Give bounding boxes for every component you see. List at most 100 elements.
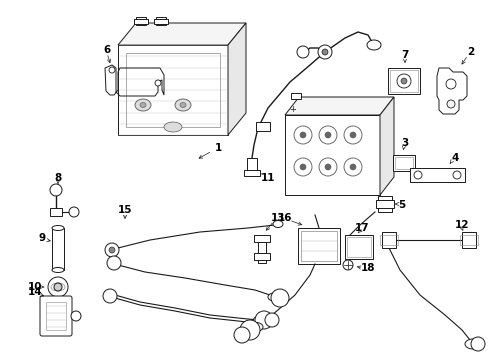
Circle shape: [343, 126, 361, 144]
Circle shape: [317, 45, 331, 59]
Circle shape: [234, 327, 249, 343]
Bar: [377, 196, 391, 212]
Circle shape: [446, 100, 454, 108]
FancyBboxPatch shape: [40, 296, 72, 336]
Circle shape: [325, 132, 330, 138]
Circle shape: [400, 78, 406, 84]
Circle shape: [413, 171, 421, 179]
Bar: [297, 228, 339, 264]
Text: 6: 6: [103, 45, 110, 55]
Circle shape: [240, 320, 260, 340]
Bar: [392, 155, 414, 171]
Bar: [379, 235, 397, 245]
Bar: [301, 231, 336, 261]
Bar: [256, 122, 269, 131]
Bar: [244, 170, 260, 176]
Ellipse shape: [272, 220, 283, 228]
Text: 18: 18: [360, 263, 374, 273]
Bar: [253, 235, 269, 242]
Circle shape: [452, 171, 460, 179]
Bar: [134, 19, 148, 24]
Text: 7: 7: [401, 50, 408, 60]
Text: 3: 3: [401, 138, 408, 148]
Text: 12: 12: [454, 220, 468, 230]
Bar: [46, 302, 66, 330]
Bar: [459, 235, 477, 245]
Bar: [394, 157, 412, 169]
Bar: [136, 17, 146, 25]
Text: +: +: [289, 104, 296, 113]
Circle shape: [342, 260, 352, 270]
Bar: [387, 68, 419, 94]
Circle shape: [445, 79, 455, 89]
Ellipse shape: [135, 99, 151, 111]
Circle shape: [299, 164, 305, 170]
Text: 11: 11: [260, 173, 275, 183]
Bar: [50, 208, 62, 216]
Circle shape: [71, 311, 81, 321]
Circle shape: [343, 158, 361, 176]
Ellipse shape: [267, 293, 280, 301]
Circle shape: [254, 311, 272, 329]
Text: 13: 13: [270, 213, 285, 223]
Text: 2: 2: [467, 47, 474, 57]
Circle shape: [318, 158, 336, 176]
Ellipse shape: [366, 40, 380, 50]
Bar: [381, 232, 395, 248]
Text: 5: 5: [398, 200, 405, 210]
Ellipse shape: [52, 267, 64, 273]
Circle shape: [54, 283, 62, 291]
Text: 10: 10: [28, 282, 42, 292]
Bar: [246, 158, 257, 174]
Circle shape: [396, 74, 410, 88]
Polygon shape: [379, 97, 393, 195]
Text: 1: 1: [214, 143, 221, 153]
Bar: [389, 70, 417, 92]
Text: 8: 8: [54, 173, 61, 183]
Circle shape: [349, 164, 355, 170]
Circle shape: [293, 126, 311, 144]
Text: 16: 16: [277, 213, 292, 223]
Bar: [285, 115, 379, 195]
Circle shape: [103, 289, 117, 303]
Circle shape: [470, 337, 484, 351]
Ellipse shape: [464, 339, 480, 349]
Bar: [409, 168, 464, 182]
Ellipse shape: [140, 103, 146, 108]
Bar: [345, 235, 372, 259]
Circle shape: [155, 80, 161, 86]
Circle shape: [107, 256, 121, 270]
Bar: [118, 45, 227, 135]
Text: 9: 9: [39, 233, 45, 243]
Bar: [258, 235, 265, 263]
Circle shape: [321, 49, 327, 55]
Bar: [126, 53, 220, 127]
Bar: [375, 200, 393, 208]
Circle shape: [50, 184, 62, 196]
Circle shape: [270, 289, 288, 307]
Circle shape: [109, 67, 115, 73]
Ellipse shape: [252, 316, 266, 326]
Bar: [154, 19, 168, 24]
Circle shape: [293, 158, 311, 176]
Bar: [461, 232, 475, 248]
Bar: [290, 93, 301, 99]
Circle shape: [325, 164, 330, 170]
Bar: [346, 237, 370, 257]
Circle shape: [69, 207, 79, 217]
Bar: [156, 17, 165, 25]
Circle shape: [318, 126, 336, 144]
Ellipse shape: [180, 103, 185, 108]
Ellipse shape: [52, 225, 64, 230]
Polygon shape: [285, 97, 393, 115]
Circle shape: [109, 247, 115, 253]
Bar: [253, 253, 269, 260]
Polygon shape: [118, 23, 245, 45]
Ellipse shape: [248, 323, 263, 332]
Polygon shape: [227, 23, 245, 135]
Text: 4: 4: [450, 153, 458, 163]
Bar: [52, 228, 64, 270]
Circle shape: [349, 132, 355, 138]
Text: 17: 17: [354, 223, 368, 233]
Circle shape: [48, 277, 68, 297]
